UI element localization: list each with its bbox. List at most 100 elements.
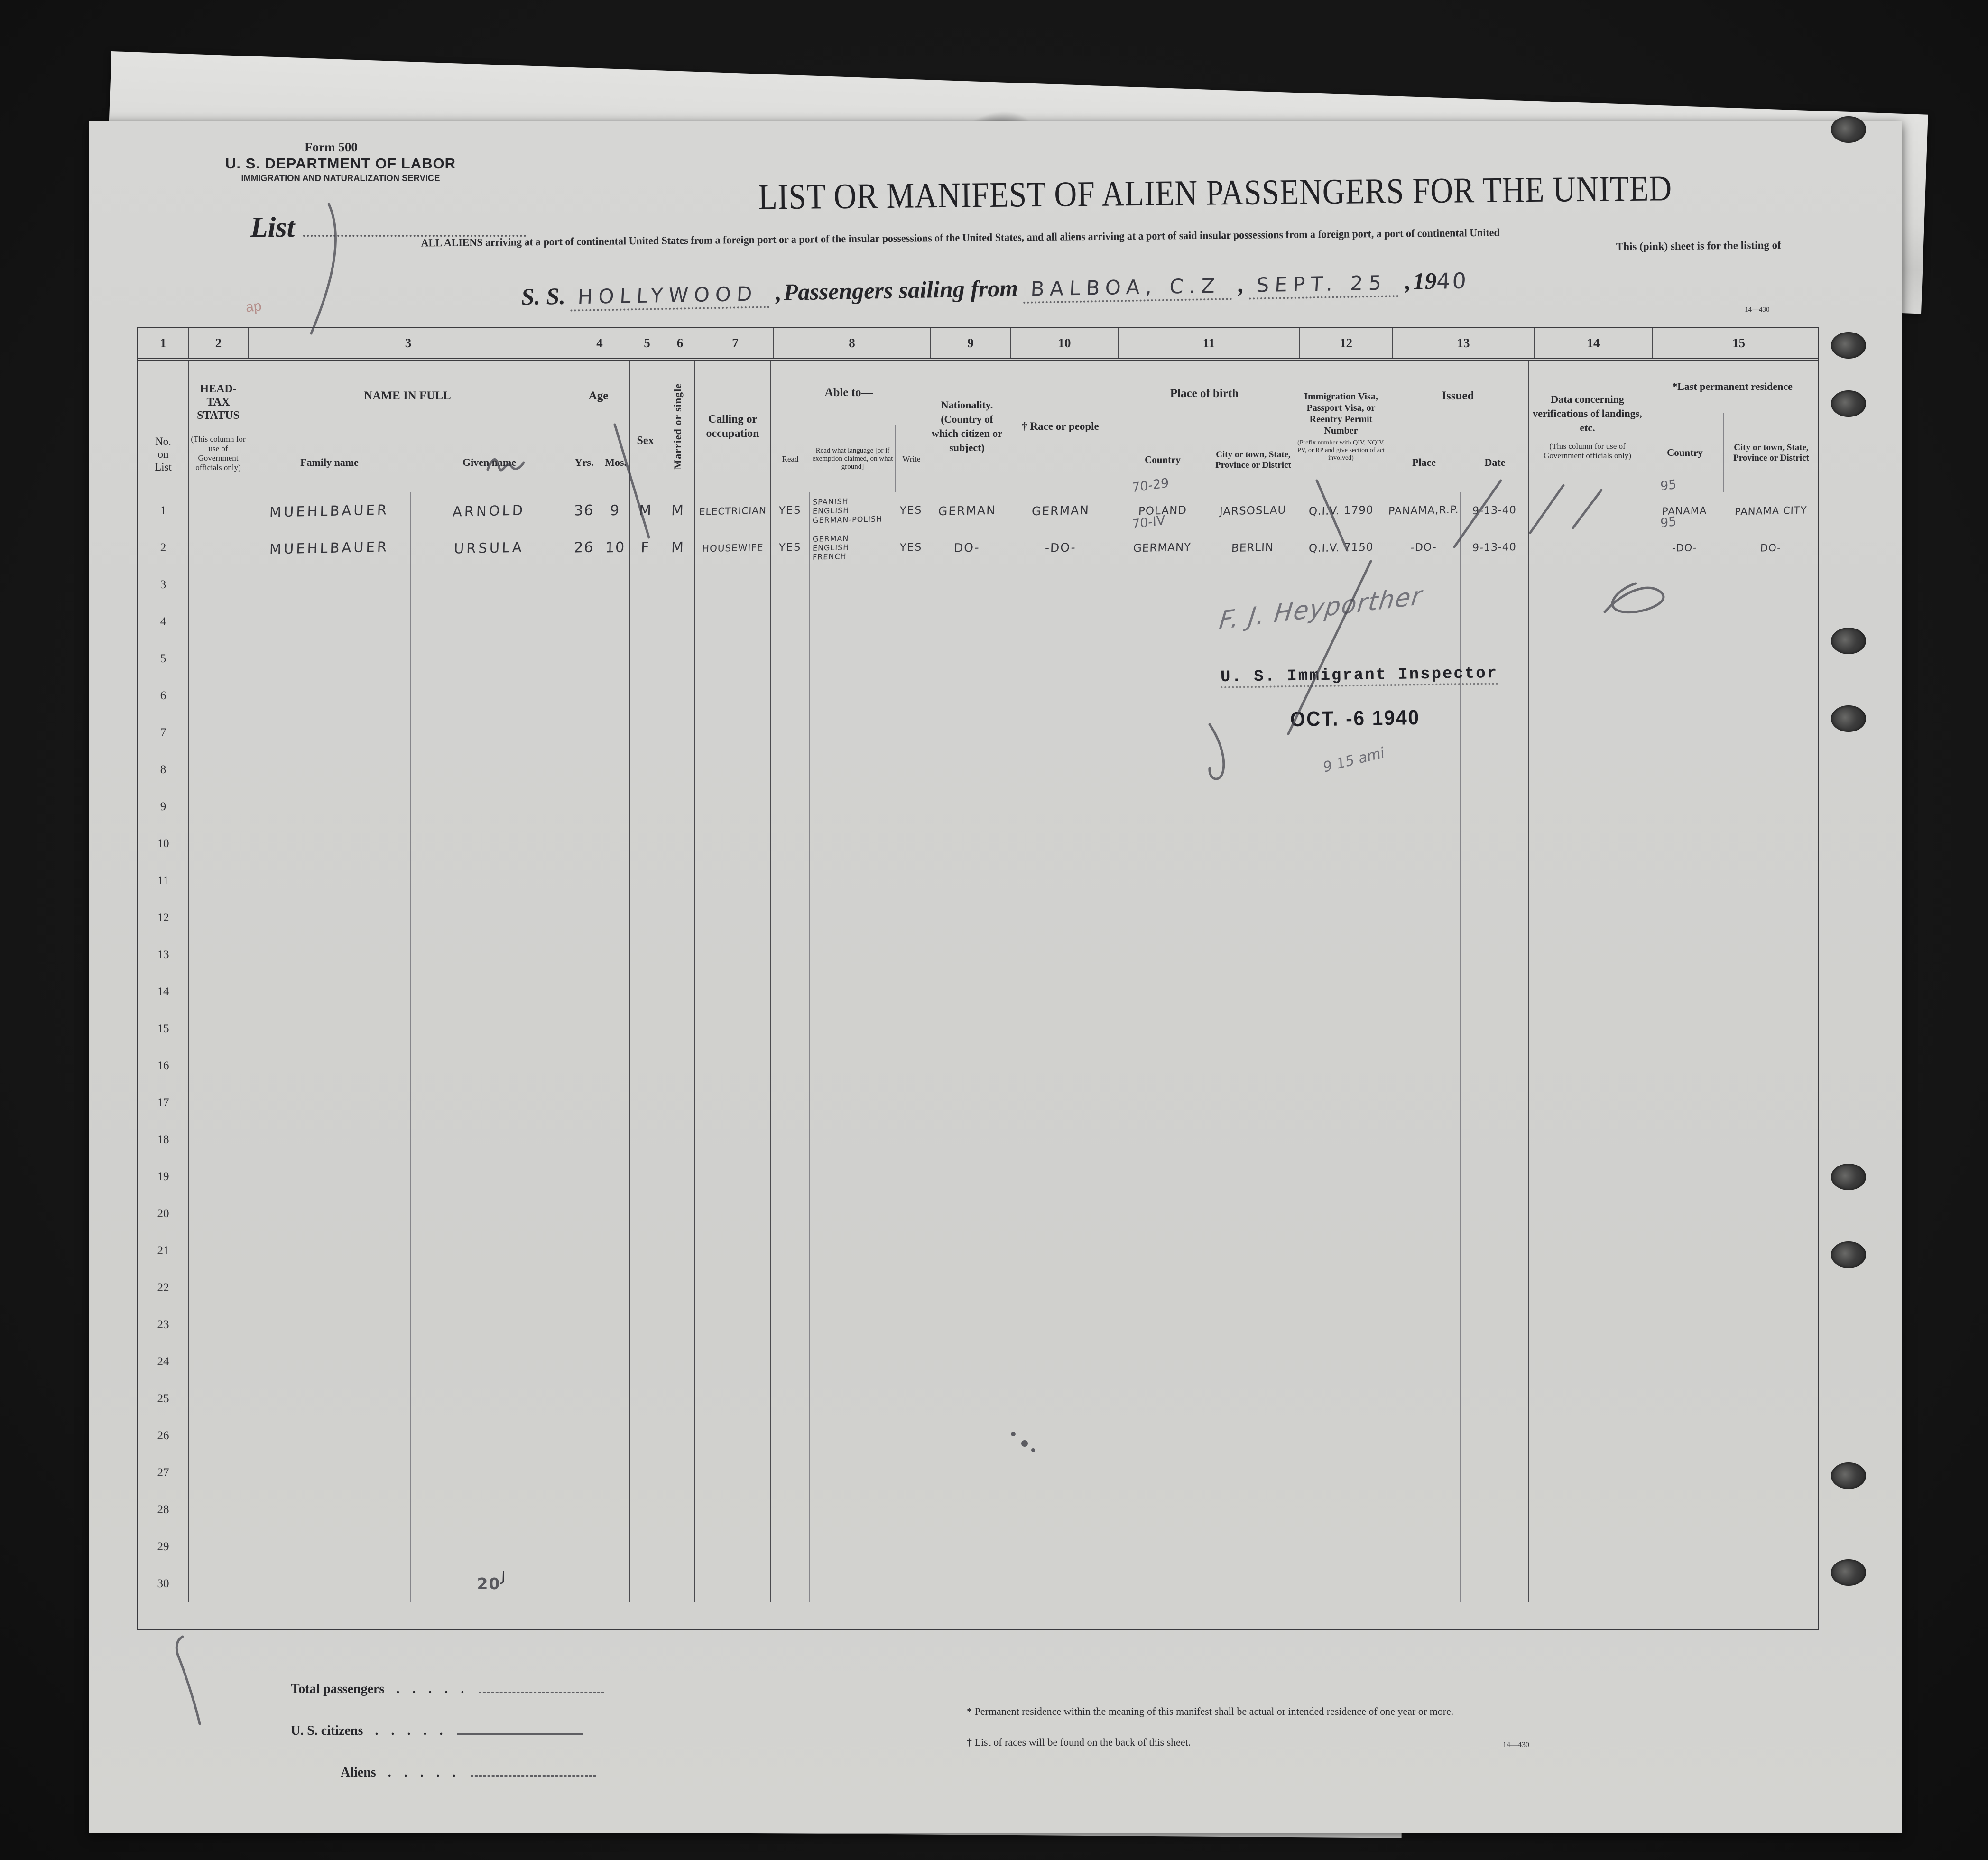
cell-sex [629,566,661,603]
cell-issued_place [1387,788,1460,825]
cell-birth_city [1211,566,1295,603]
cell-lang [809,714,895,751]
comma: , [1238,270,1245,297]
row-number: 3 [160,578,166,591]
header-text: *Last permanent residence [1672,380,1793,392]
cell-birth_country [1114,603,1211,640]
cell-calling [694,973,770,1010]
cell-res_city [1723,677,1818,714]
cell-no: 4 [138,603,188,640]
cell-sex [629,677,661,714]
cell-birth_city [1211,1528,1295,1565]
manifest-row: 14 [138,973,1818,1010]
cell-visa [1295,1121,1387,1158]
cell-birth_country [1114,936,1211,973]
header-text: Age [588,389,609,402]
cell-mos [601,1454,629,1491]
cell-nationality [927,788,1007,825]
cell-issued_date [1460,1195,1528,1232]
cell-write [895,1195,927,1232]
cell-res_country [1646,1417,1723,1454]
header-text: Data concerning verifications of landing… [1533,393,1642,434]
cell-verif [1528,714,1646,751]
punch-hole [1831,390,1866,417]
cell-headtax [188,1343,248,1380]
cell-read [770,1343,809,1380]
cell-res_country [1646,862,1723,899]
cell-read [770,1380,809,1417]
manifest-row: 28 [138,1491,1818,1528]
cell-birth_city [1211,1047,1295,1084]
cell-res_city [1723,1269,1818,1306]
cell-nationality [927,566,1007,603]
cell-calling [694,1417,770,1454]
cell-issued_place [1387,825,1460,862]
cell-res_city [1723,1084,1818,1121]
cell-birth_country [1114,751,1211,788]
cell-calling [694,677,770,714]
cell-married [661,899,694,936]
cell-no: 5 [138,640,188,677]
cell-issued_date [1460,1343,1528,1380]
cell-read [770,1158,809,1195]
cell-headtax [188,1306,248,1343]
header-text: No. [155,435,171,447]
cell-family [248,899,410,936]
header-text: † Race or people [1022,420,1099,432]
cell-no: 7 [138,714,188,751]
punch-hole [1831,705,1866,732]
inspector-stamp: U. S. Immigrant Inspector [1220,664,1498,689]
manifest-row: 19 [138,1158,1818,1195]
cell-sex [629,1158,661,1195]
us-citizens-label: U. S. citizens [291,1723,363,1738]
cell-calling [694,1047,770,1084]
cell-birth_city [1211,1158,1295,1195]
col-num: 4 [568,328,631,358]
header-verifications: Data concerning verifications of landing… [1528,361,1646,492]
cell-headtax [188,1084,248,1121]
cell-res_country [1646,1158,1723,1195]
cell-birth_city [1211,677,1295,714]
cell-birth_city [1211,1343,1295,1380]
cell-no: 13 [138,936,188,973]
cell-mos [601,1269,629,1306]
cell-race [1007,788,1114,825]
cell-verif [1528,566,1646,603]
list-number-line: List [250,211,583,244]
manifest-row: 20 [138,1195,1818,1232]
cell-no: 9 [138,788,188,825]
cell-no: 21 [138,1232,188,1269]
cell-issued_place [1387,677,1460,714]
cell-mos [601,1417,629,1454]
cell-birth_country: POLAND 70-29 [1114,475,1211,529]
cell-lang [809,1417,895,1454]
cell-sex [629,640,661,677]
cell-res_country [1646,1565,1723,1602]
cell-lang [809,1047,895,1084]
row-number: 18 [157,1133,169,1146]
us-citizens-line: U. S. citizens . . . . . [291,1723,583,1739]
cell-visa [1295,1454,1387,1491]
cell-visa [1295,936,1387,973]
cell-given [410,603,567,640]
cell-issued_place [1387,1232,1460,1269]
cell-write [895,1269,927,1306]
cell-yrs: 36 [567,492,601,529]
cell-res_country [1646,1084,1723,1121]
cell-no: 27 [138,1454,188,1491]
cell-mos: 9 [601,492,629,529]
cell-race [1007,1491,1114,1528]
row-number: 26 [157,1429,169,1442]
handwritten-value: 9-13-40 [1472,541,1517,554]
cell-given: URSULA [410,529,567,566]
punch-hole [1831,116,1866,143]
blank-line [479,1692,605,1693]
cell-write [895,1454,927,1491]
cell-sex [629,1084,661,1121]
cell-mos [601,936,629,973]
handwritten-value: ELECTRICIAN [699,504,767,517]
cell-family [248,825,410,862]
handwritten-value: 9 [610,502,621,519]
cell-headtax [188,1195,248,1232]
cell-race [1007,1010,1114,1047]
